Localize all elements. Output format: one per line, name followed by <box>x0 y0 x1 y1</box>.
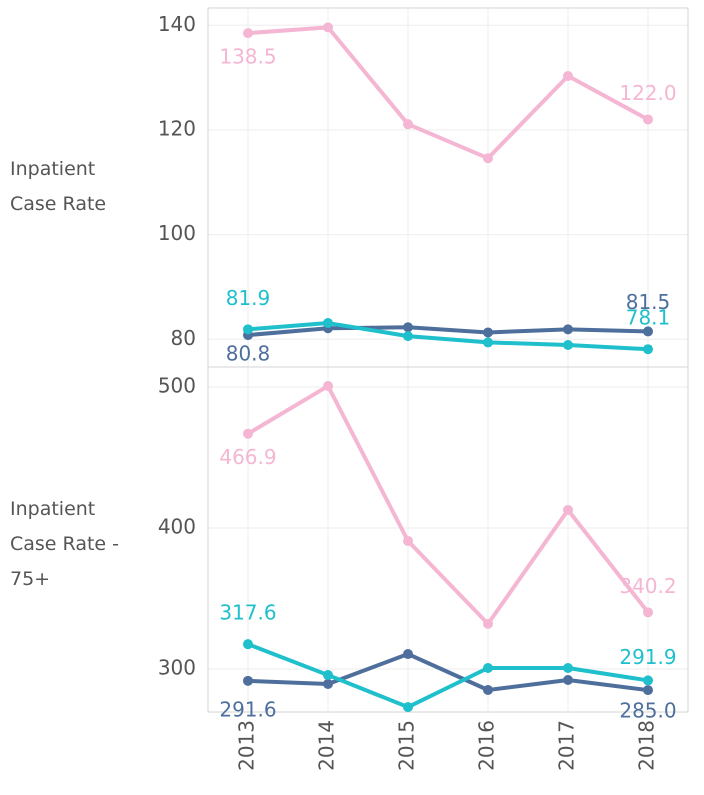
point <box>643 607 653 618</box>
value-label: 80.8 <box>226 342 271 366</box>
x-tick-label: 2013 <box>235 720 259 771</box>
x-tick-label: 2015 <box>395 720 419 771</box>
point <box>403 702 413 713</box>
x-tick-label: 2018 <box>635 720 659 771</box>
point <box>403 322 413 333</box>
value-label: 81.5 <box>626 290 671 314</box>
point <box>403 331 413 342</box>
value-label: 317.6 <box>219 601 276 625</box>
point <box>643 114 653 125</box>
y-tick-label: 300 <box>158 655 196 679</box>
point <box>483 618 493 629</box>
line <box>247 321 649 352</box>
point <box>643 326 653 337</box>
point <box>483 153 493 164</box>
point <box>563 324 573 335</box>
point <box>643 344 653 355</box>
y-tick-label: 400 <box>158 515 196 539</box>
point <box>243 28 253 39</box>
value-label: 466.9 <box>219 445 276 469</box>
point <box>483 685 493 696</box>
value-label: 291.9 <box>619 645 676 669</box>
point <box>563 504 573 515</box>
panel-frame <box>207 7 689 368</box>
value-label: 291.6 <box>219 697 276 721</box>
value-label: 340.2 <box>619 574 676 598</box>
y-tick-label: 80 <box>171 326 196 350</box>
point <box>243 675 253 686</box>
point <box>403 535 413 546</box>
line <box>247 652 649 693</box>
point <box>323 318 333 329</box>
point <box>563 674 573 685</box>
point <box>243 324 253 335</box>
point <box>403 649 413 660</box>
line <box>247 25 649 161</box>
point <box>483 337 493 348</box>
point <box>403 119 413 130</box>
point <box>243 639 253 650</box>
point <box>563 340 573 351</box>
point <box>563 71 573 82</box>
point <box>323 678 333 689</box>
line <box>247 325 649 338</box>
point <box>483 663 493 674</box>
value-label: 122.0 <box>619 81 676 105</box>
y-tick-label: 500 <box>158 374 196 398</box>
line <box>247 642 649 710</box>
x-tick-label: 2014 <box>315 720 339 771</box>
panel-frame <box>207 366 689 713</box>
point <box>243 428 253 439</box>
point <box>643 675 653 686</box>
row-label: Inpatient Case Rate <box>10 158 107 215</box>
value-label: 285.0 <box>619 699 676 723</box>
value-label: 138.5 <box>219 45 276 69</box>
point <box>323 22 333 33</box>
x-tick-label: 2017 <box>555 720 579 771</box>
point <box>563 663 573 674</box>
line <box>246 384 650 626</box>
point <box>323 670 333 681</box>
point <box>643 685 653 696</box>
point <box>483 327 493 338</box>
y-tick-label: 140 <box>158 12 196 36</box>
row-label: Inpatient Case Rate - 75+ <box>10 498 119 590</box>
x-tick-label: 2016 <box>475 720 499 771</box>
y-tick-label: 100 <box>158 221 196 245</box>
y-tick-label: 120 <box>158 116 196 140</box>
value-label: 81.9 <box>226 286 271 310</box>
value-label: 78.1 <box>626 306 671 330</box>
point <box>323 381 333 392</box>
